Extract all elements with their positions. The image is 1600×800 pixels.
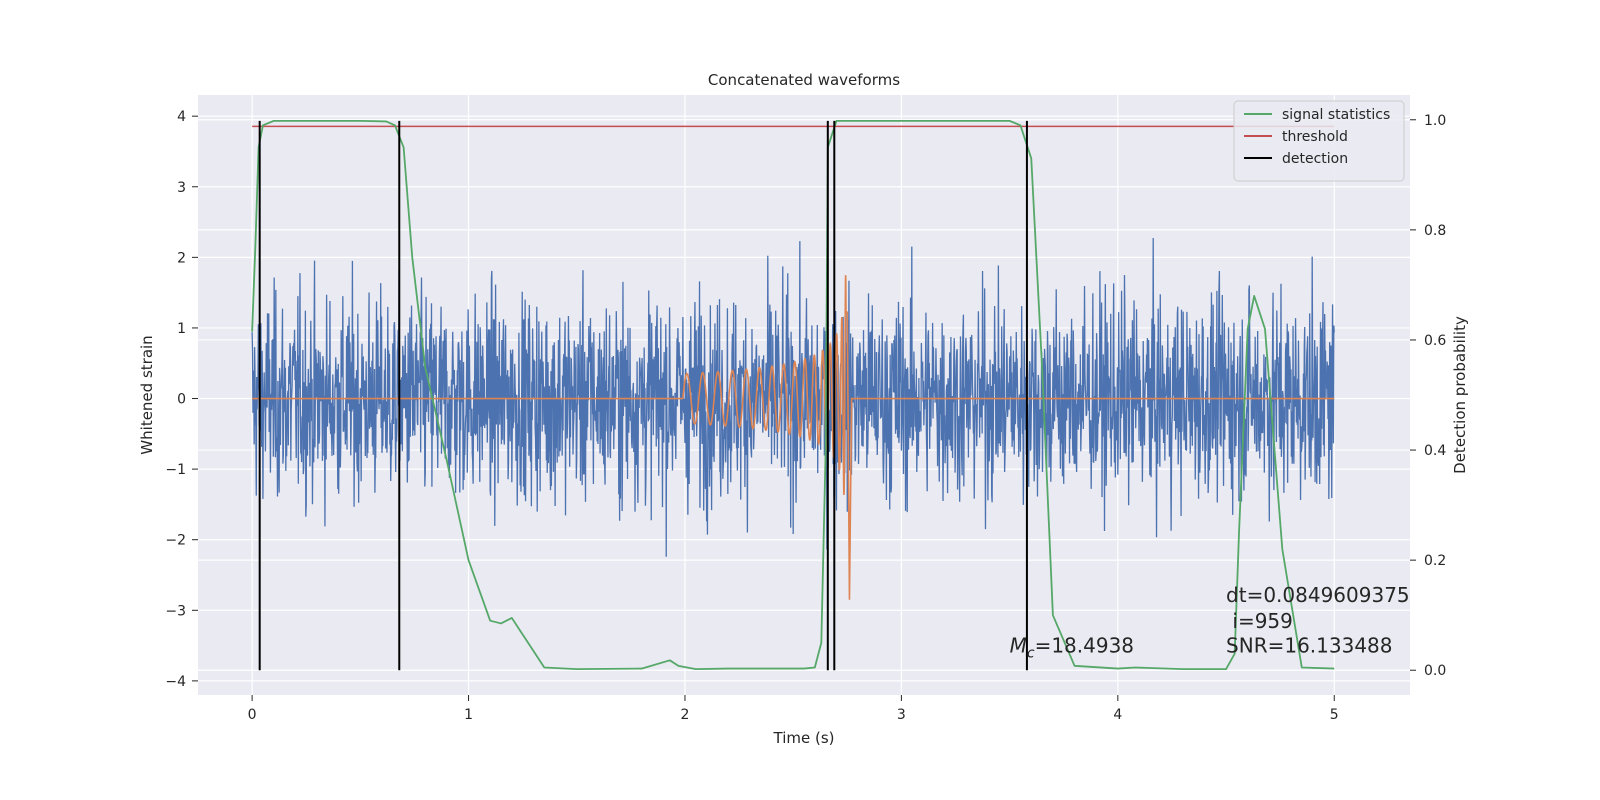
template-series [252,275,1335,600]
legend-entry: threshold [1282,129,1348,145]
legend: signal statistics threshold detection [1233,100,1405,182]
y-tick-label: −2 [165,533,186,549]
x-tick-label: 4 [1113,707,1122,723]
x-tick-label: 5 [1330,707,1339,723]
annotation-value: =18.4938 [1035,634,1134,658]
legend-entry: detection [1282,151,1348,167]
y2-axis-label: Detection probability [1451,316,1469,474]
y-axis-right: 0.0 0.2 0.4 0.6 0.8 1.0 [1410,113,1446,679]
chart-title: Concatenated waveforms [708,71,900,89]
annotations: Mc=18.4938 dt=0.0849609375 i=959SNR=16.13… [1010,583,1410,662]
annotation-i: i=959 [1226,609,1293,633]
annotation-subscript: c [1027,646,1035,662]
x-axis: 0 1 2 3 4 5 [248,695,1339,723]
y2-tick-label: 0.8 [1424,223,1446,239]
legend-box [1233,100,1405,182]
y-axis-label: Whitened strain [138,335,156,454]
data-layer [251,119,1335,671]
y2-tick-label: 1.0 [1424,113,1446,129]
strain-series [251,238,1335,557]
x-tick-label: 1 [464,707,473,723]
x-tick-label: 0 [248,707,257,723]
x-tick-label: 2 [681,707,690,723]
y-tick-label: −4 [165,674,186,690]
y-tick-label: 2 [177,250,186,266]
y-axis-left: −4 −3 −2 −1 0 1 2 3 4 [165,109,198,690]
x-axis-label: Time (s) [773,729,835,747]
annotation-snr: SNR=16.133488 [1226,634,1392,658]
y2-tick-label: 0.2 [1424,553,1446,569]
annotation-dt: dt=0.0849609375 [1226,583,1410,607]
y-tick-label: −3 [165,603,186,619]
annotation-mc: Mc=18.4938 [1010,634,1134,662]
y-tick-label: 3 [177,180,186,196]
y2-tick-label: 0.6 [1424,333,1446,349]
annotation-prefix: M [1010,634,1027,658]
y-tick-label: 1 [177,321,186,337]
y2-tick-label: 0.4 [1424,443,1446,459]
y2-tick-label: 0.0 [1424,663,1446,679]
signal-statistics-line [251,119,1335,671]
legend-entry: signal statistics [1282,107,1390,123]
x-tick-label: 3 [897,707,906,723]
y-tick-label: 0 [177,392,186,408]
y-tick-label: 4 [177,109,186,125]
y-tick-label: −1 [165,462,186,478]
